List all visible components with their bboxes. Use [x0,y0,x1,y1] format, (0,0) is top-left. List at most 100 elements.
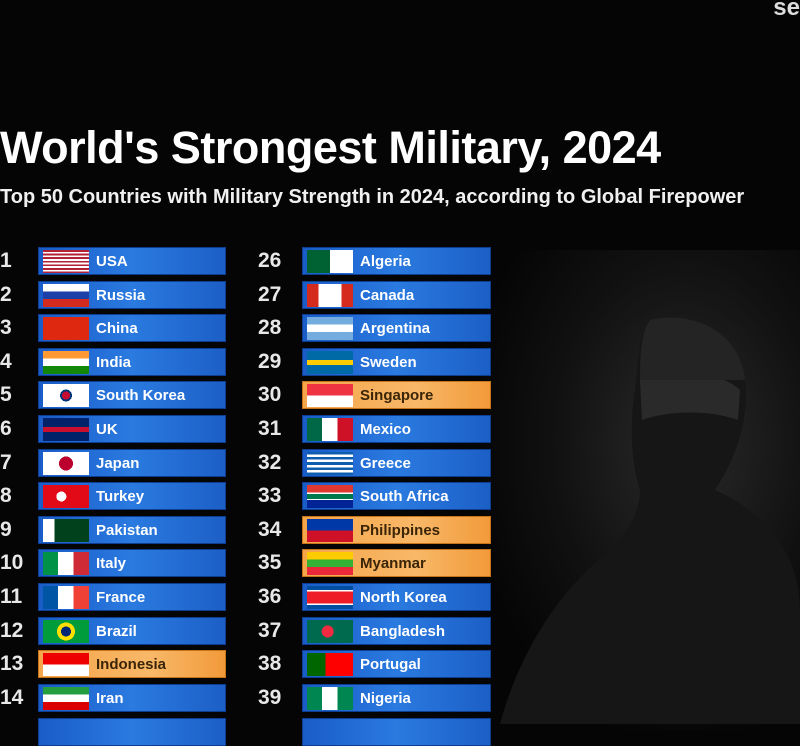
country-bar: France [38,583,226,611]
flag-icon [307,451,353,475]
country-name: Japan [96,454,140,472]
flag-icon [307,619,353,643]
country-bar: Russia [38,280,226,309]
flag-icon [307,518,353,542]
rank-number: 28 [258,316,282,340]
country-bar: Iran [38,683,226,712]
country-name: Algeria [360,253,411,270]
country-bar: Mexico [302,415,491,443]
country-name: Canada [360,286,415,304]
country-name: Bangladesh [360,622,446,640]
flag-icon [43,518,89,542]
country-bar: Brazil [38,616,226,645]
country-name: Brazil [96,622,137,640]
rank-number: 1 [0,249,12,272]
country-name: Iran [96,689,124,707]
rank-number: 5 [0,383,12,407]
country-name: China [96,320,138,338]
rank-number: 8 [0,484,12,508]
country-name: UK [96,421,118,438]
country-name: Mexico [360,421,411,438]
flag-icon [43,451,89,475]
country-bar: UK [38,415,226,443]
country-bar: China [38,314,226,343]
country-bar: Argentina [302,314,491,343]
flag-icon [43,350,89,374]
country-name: USA [96,253,128,270]
country-bar: Pakistan [38,515,226,544]
flag-icon [43,384,89,408]
country-bar: Turkey [38,482,226,511]
flag-icon [307,250,353,273]
country-name: Portugal [360,656,421,674]
country-name: Indonesia [96,656,167,674]
flag-icon [43,485,89,509]
country-name: Singapore [360,387,434,405]
rank-number: 6 [0,417,12,440]
partial-bar [302,718,491,746]
country-bar: Portugal [302,650,491,679]
rank-number: 14 [0,685,24,709]
country-bar: Myanmar [302,549,491,578]
country-name: Italy [96,555,127,573]
country-bar: Japan [38,448,226,477]
flag-icon [43,619,89,643]
rank-number: 12 [0,618,24,642]
flag-icon [307,653,353,677]
flag-icon [43,418,89,441]
country-bar: Italy [38,549,226,578]
rank-number: 39 [258,685,282,709]
country-name: North Korea [360,589,447,606]
flag-icon [307,283,353,307]
flag-icon [307,350,353,374]
country-name: France [96,589,146,606]
rank-number: 27 [258,282,282,306]
flag-icon [43,552,89,576]
rank-number: 9 [0,517,12,541]
flag-icon [43,250,89,273]
flag-icon [43,317,89,341]
rank-number: 11 [0,585,23,608]
rank-number: 37 [258,618,282,642]
page-subtitle: Top 50 Countries with Military Strength … [0,186,745,208]
country-bar: Philippines [302,515,491,544]
country-name: Philippines [360,521,441,539]
corner-text: se [773,0,800,21]
country-bar: USA [38,247,226,275]
country-bar: Bangladesh [302,616,491,645]
country-bar: North Korea [302,583,491,611]
country-name: South Korea [96,387,186,405]
flag-icon [43,653,89,677]
flag-icon [43,686,89,710]
flag-icon [307,317,353,341]
country-name: India [96,353,132,371]
rank-number: 7 [0,450,12,474]
rank-number: 35 [258,551,282,575]
flag-icon [307,485,353,509]
flag-icon [307,418,353,441]
country-bar: Sweden [302,347,491,376]
country-name: Argentina [360,320,431,338]
country-name: Pakistan [96,521,158,539]
country-name: South Africa [360,488,449,506]
rank-number: 4 [0,349,12,373]
country-bar: Canada [302,280,491,309]
country-name: Turkey [96,488,145,506]
rank-number: 38 [258,652,282,676]
flag-icon [307,384,353,408]
rank-number: 13 [0,652,24,676]
country-bar: India [38,347,226,376]
rank-number: 33 [258,484,282,508]
country-bar: Nigeria [302,683,491,712]
country-name: Sweden [360,353,417,371]
country-bar: Indonesia [38,650,226,679]
flag-icon [43,283,89,307]
country-name: Myanmar [360,555,426,573]
rank-number: 31 [258,417,282,440]
country-bar: Singapore [302,381,491,410]
country-bar: Algeria [302,247,491,275]
soldier-silhouette-image [500,317,800,724]
country-bar: Greece [302,448,491,477]
rank-number: 2 [0,282,12,306]
flag-icon [307,686,353,710]
